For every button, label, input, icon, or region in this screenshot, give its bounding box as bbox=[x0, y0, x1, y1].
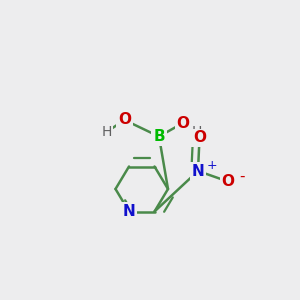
Text: H: H bbox=[101, 125, 112, 139]
Text: -: - bbox=[240, 169, 245, 184]
Text: H: H bbox=[191, 125, 202, 139]
Text: N: N bbox=[123, 204, 135, 219]
Text: +: + bbox=[207, 159, 218, 172]
Text: O: O bbox=[193, 130, 206, 146]
Text: O: O bbox=[176, 116, 190, 130]
Text: O: O bbox=[221, 174, 235, 189]
Text: B: B bbox=[153, 129, 165, 144]
Text: O: O bbox=[118, 112, 131, 128]
Text: N: N bbox=[192, 164, 204, 178]
